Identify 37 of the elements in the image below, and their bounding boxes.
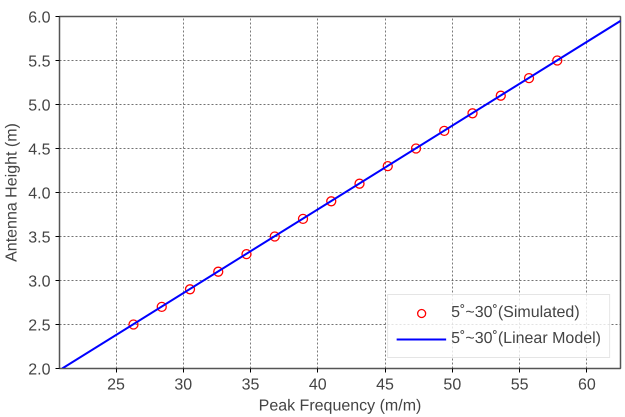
- legend-label: 5˚~30˚(Linear Model): [451, 330, 601, 348]
- point: [298, 214, 308, 224]
- y-tick-label: 2.5: [28, 318, 51, 334]
- point: [213, 266, 224, 277]
- x-tick-label: 40: [308, 376, 327, 394]
- y-tick-label: 5.0: [28, 98, 51, 114]
- point: [241, 248, 252, 260]
- x-tick-label: 50: [443, 376, 462, 394]
- point: [326, 196, 336, 206]
- point: [382, 160, 393, 172]
- x-tick-label: 30: [174, 376, 192, 394]
- x-tick-label: 45: [376, 376, 394, 394]
- y-tick-label: 4.0: [28, 186, 51, 202]
- legend-label: 5˚~30˚(Simulated): [451, 304, 580, 322]
- x-tick-label: 25: [107, 376, 126, 394]
- point: [354, 178, 365, 189]
- y-tick-label: 3.0: [28, 274, 51, 290]
- y-tick-label: 2.0: [28, 362, 51, 378]
- point: [524, 72, 534, 84]
- x-tick-label: 55: [510, 376, 529, 394]
- point: [552, 55, 562, 66]
- y-tick-label: 5.5: [28, 54, 51, 70]
- point: [496, 90, 506, 101]
- point: [439, 126, 450, 136]
- y-tick-label: 3.5: [28, 230, 51, 246]
- point: [184, 284, 196, 294]
- point: [270, 231, 280, 242]
- point: [156, 302, 167, 312]
- y-axis-title: Antenna Height (m): [3, 123, 20, 262]
- point: [410, 143, 422, 154]
- point: [467, 108, 478, 118]
- point: [128, 319, 139, 330]
- x-axis-title: Peak Frequency (m/m): [258, 398, 422, 414]
- y-tick-label: 4.5: [28, 142, 51, 158]
- x-tick-label: 35: [242, 376, 260, 394]
- y-tick-label: 6.0: [28, 10, 51, 26]
- x-tick-label: 60: [578, 376, 596, 394]
